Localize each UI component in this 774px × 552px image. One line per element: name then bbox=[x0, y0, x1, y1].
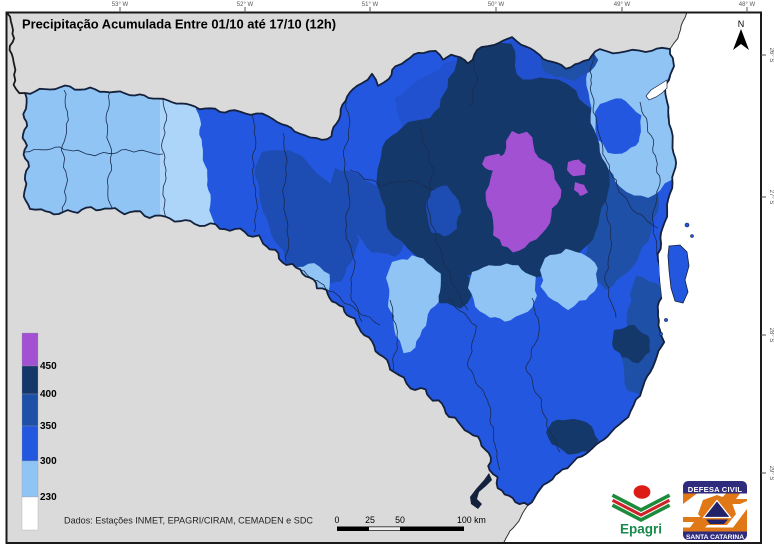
svg-text:Dados: Estações INMET, EPAGRI/: Dados: Estações INMET, EPAGRI/CIRAM, CEM… bbox=[64, 516, 313, 526]
svg-text:25: 25 bbox=[365, 515, 375, 525]
svg-text:400: 400 bbox=[40, 389, 57, 400]
svg-text:51° W: 51° W bbox=[362, 2, 379, 8]
svg-text:300: 300 bbox=[40, 456, 57, 467]
svg-text:SANTA CATARINA: SANTA CATARINA bbox=[686, 534, 744, 541]
svg-text:53° W: 53° W bbox=[112, 2, 129, 8]
svg-text:50: 50 bbox=[395, 515, 405, 525]
svg-text:29° S: 29° S bbox=[768, 466, 774, 481]
svg-text:0: 0 bbox=[335, 515, 340, 525]
svg-text:48° W: 48° W bbox=[739, 2, 756, 8]
svg-text:N: N bbox=[738, 19, 745, 29]
svg-text:450: 450 bbox=[40, 361, 57, 372]
svg-text:350: 350 bbox=[40, 421, 57, 432]
svg-text:DEFESA CIVIL: DEFESA CIVIL bbox=[688, 485, 743, 494]
svg-text:100 km: 100 km bbox=[457, 515, 486, 525]
svg-text:Precipitação Acumulada Entre 0: Precipitação Acumulada Entre 01/10 até 1… bbox=[22, 17, 336, 32]
svg-text:49° W: 49° W bbox=[614, 2, 631, 8]
svg-text:Epagri: Epagri bbox=[620, 522, 662, 537]
svg-text:52° W: 52° W bbox=[237, 2, 254, 8]
svg-text:27° S: 27° S bbox=[768, 190, 774, 205]
svg-text:28° S: 28° S bbox=[768, 328, 774, 343]
svg-text:50° W: 50° W bbox=[488, 2, 505, 8]
svg-text:26° S: 26° S bbox=[768, 48, 774, 63]
svg-text:230: 230 bbox=[40, 492, 57, 503]
